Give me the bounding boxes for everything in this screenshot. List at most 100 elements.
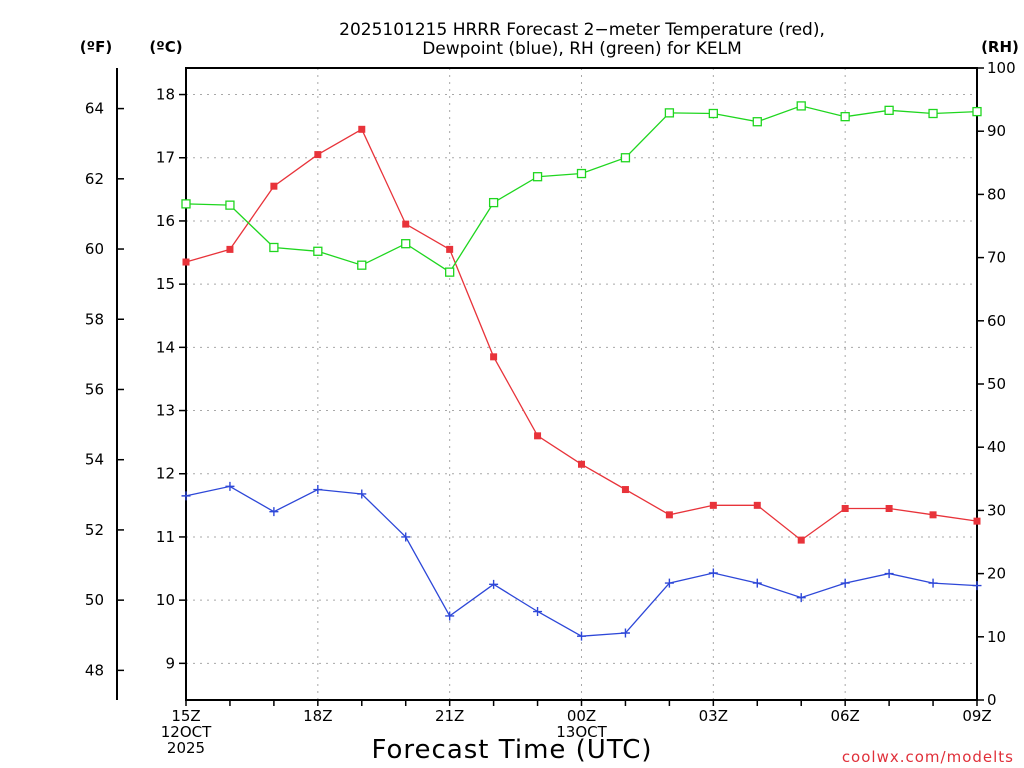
dewpoint-point <box>357 489 367 499</box>
temperature-point <box>446 245 454 253</box>
celsius-tick-label: 15 <box>156 275 175 293</box>
temperature-point <box>885 505 893 513</box>
rh-tick-label: 10 <box>987 628 1006 646</box>
celsius-tick-label: 9 <box>165 654 175 672</box>
time-tick-label: 09Z <box>962 707 991 725</box>
time-tick-label: 03Z <box>699 707 728 725</box>
rh-point <box>269 242 279 253</box>
temperature-point <box>490 353 498 361</box>
temperature-point <box>314 151 322 159</box>
time-tick-label: 13OCT <box>556 723 607 741</box>
temperature-point <box>665 511 673 519</box>
time-tick-label: 18Z <box>303 707 332 725</box>
rh-point <box>664 108 675 118</box>
rh-tick-label: 0 <box>987 691 997 709</box>
rh-point <box>576 168 587 179</box>
rh-point <box>928 108 938 119</box>
dewpoint-point <box>928 578 938 588</box>
time-tick-label: 00Z <box>567 707 596 725</box>
celsius-tick-label: 17 <box>156 149 175 167</box>
temperature-point <box>270 182 278 190</box>
temperature-point <box>534 432 542 440</box>
temperature-point <box>973 517 981 525</box>
time-tick-label: 06Z <box>830 707 859 725</box>
time-tick-label: 21Z <box>435 707 464 725</box>
dewpoint-point <box>620 628 630 638</box>
rh-tick-label: 40 <box>987 438 1006 456</box>
dewpoint-point <box>269 507 279 517</box>
temperature-point <box>797 536 805 544</box>
temperature-point <box>621 486 629 494</box>
rh-point <box>357 260 367 270</box>
rh-point <box>884 105 894 115</box>
time-tick-label: 15Z <box>171 707 200 725</box>
rh-unit-label: (RH) <box>981 38 1019 56</box>
dewpoint-point <box>884 569 894 579</box>
fahrenheit-tick-label: 48 <box>85 661 104 679</box>
data-series <box>181 101 982 641</box>
celsius-tick-label: 11 <box>156 528 175 546</box>
time-tick-label: 12OCT <box>161 723 212 741</box>
rh-tick-label: 70 <box>987 249 1006 267</box>
series-dewpoint <box>181 481 982 641</box>
temperature-point <box>358 125 366 133</box>
x-axis-title: Forecast Time (UTC) <box>371 735 652 765</box>
chart-title-line1: 2025101215 HRRR Forecast 2−meter Tempera… <box>339 20 825 40</box>
fahrenheit-tick-label: 52 <box>85 521 104 539</box>
rh-point <box>488 197 499 208</box>
fahrenheit-tick-label: 64 <box>85 100 104 118</box>
time-tick-label: 2025 <box>167 739 205 757</box>
rh-point <box>313 246 323 256</box>
dewpoint-point <box>796 593 806 603</box>
temperature-point <box>182 258 190 266</box>
celsius-tick-label: 18 <box>156 86 175 104</box>
dewpoint-point <box>840 578 850 588</box>
celsius-tick-label: 10 <box>156 591 175 609</box>
fahrenheit-tick-label: 54 <box>85 451 104 469</box>
rh-tick-label: 20 <box>987 565 1006 583</box>
temperature-point <box>402 220 410 228</box>
temperature-point <box>753 501 761 509</box>
dewpoint-point <box>752 578 762 588</box>
fahrenheit-tick-label: 60 <box>85 240 104 258</box>
rh-point <box>401 239 411 249</box>
rh-point <box>445 267 455 277</box>
dewpoint-point <box>401 532 411 542</box>
rh-axis: 0 10 20 30 40 50 60 70 80 90 100 <box>977 59 1016 709</box>
fahrenheit-axis: 48 50 52 54 56 58 60 62 64 <box>85 100 124 679</box>
temperature-point <box>929 511 937 519</box>
rh-tick-label: 90 <box>987 122 1006 140</box>
fahrenheit-unit-label: (ºF) <box>80 38 112 56</box>
dewpoint-point <box>577 631 586 641</box>
fahrenheit-tick-label: 50 <box>85 591 104 609</box>
rh-tick-label: 60 <box>987 312 1006 330</box>
rh-point <box>796 101 806 111</box>
rh-point <box>532 172 543 182</box>
rh-point <box>840 112 850 122</box>
celsius-tick-label: 13 <box>156 402 175 420</box>
celsius-tick-label: 14 <box>156 338 175 356</box>
grid-lines <box>186 68 977 700</box>
fahrenheit-tick-label: 62 <box>85 170 104 188</box>
temperature-point <box>709 501 717 509</box>
dewpoint-point <box>225 481 235 491</box>
celsius-axis: 9 10 11 12 13 14 15 16 17 18 <box>156 86 186 672</box>
fahrenheit-tick-label: 58 <box>85 310 104 328</box>
celsius-tick-label: 12 <box>156 465 175 483</box>
dewpoint-point <box>972 581 982 591</box>
rh-point <box>708 108 718 119</box>
dewpoint-point <box>489 579 499 589</box>
rh-tick-label: 30 <box>987 501 1006 519</box>
series-temperature <box>182 125 981 544</box>
rh-point <box>225 200 235 210</box>
dewpoint-point <box>181 491 191 501</box>
series-rh <box>181 101 982 277</box>
credit-text: coolwx.com/modelts <box>842 748 1014 766</box>
temperature-point <box>578 460 585 468</box>
rh-tick-label: 50 <box>987 375 1006 393</box>
celsius-unit-label: (ºC) <box>149 38 182 56</box>
rh-point <box>972 106 982 117</box>
dewpoint-point <box>664 578 674 588</box>
